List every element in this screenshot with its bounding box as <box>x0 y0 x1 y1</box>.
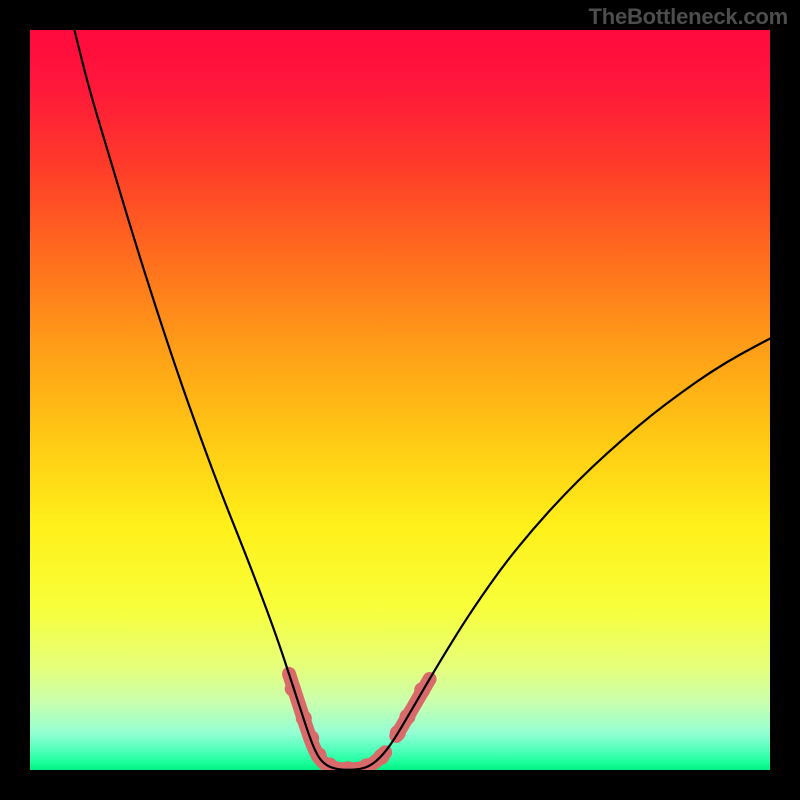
gradient-background <box>30 30 770 770</box>
chart-container: TheBottleneck.com <box>0 0 800 800</box>
bottleneck-chart <box>0 0 800 800</box>
watermark-text: TheBottleneck.com <box>588 4 788 30</box>
